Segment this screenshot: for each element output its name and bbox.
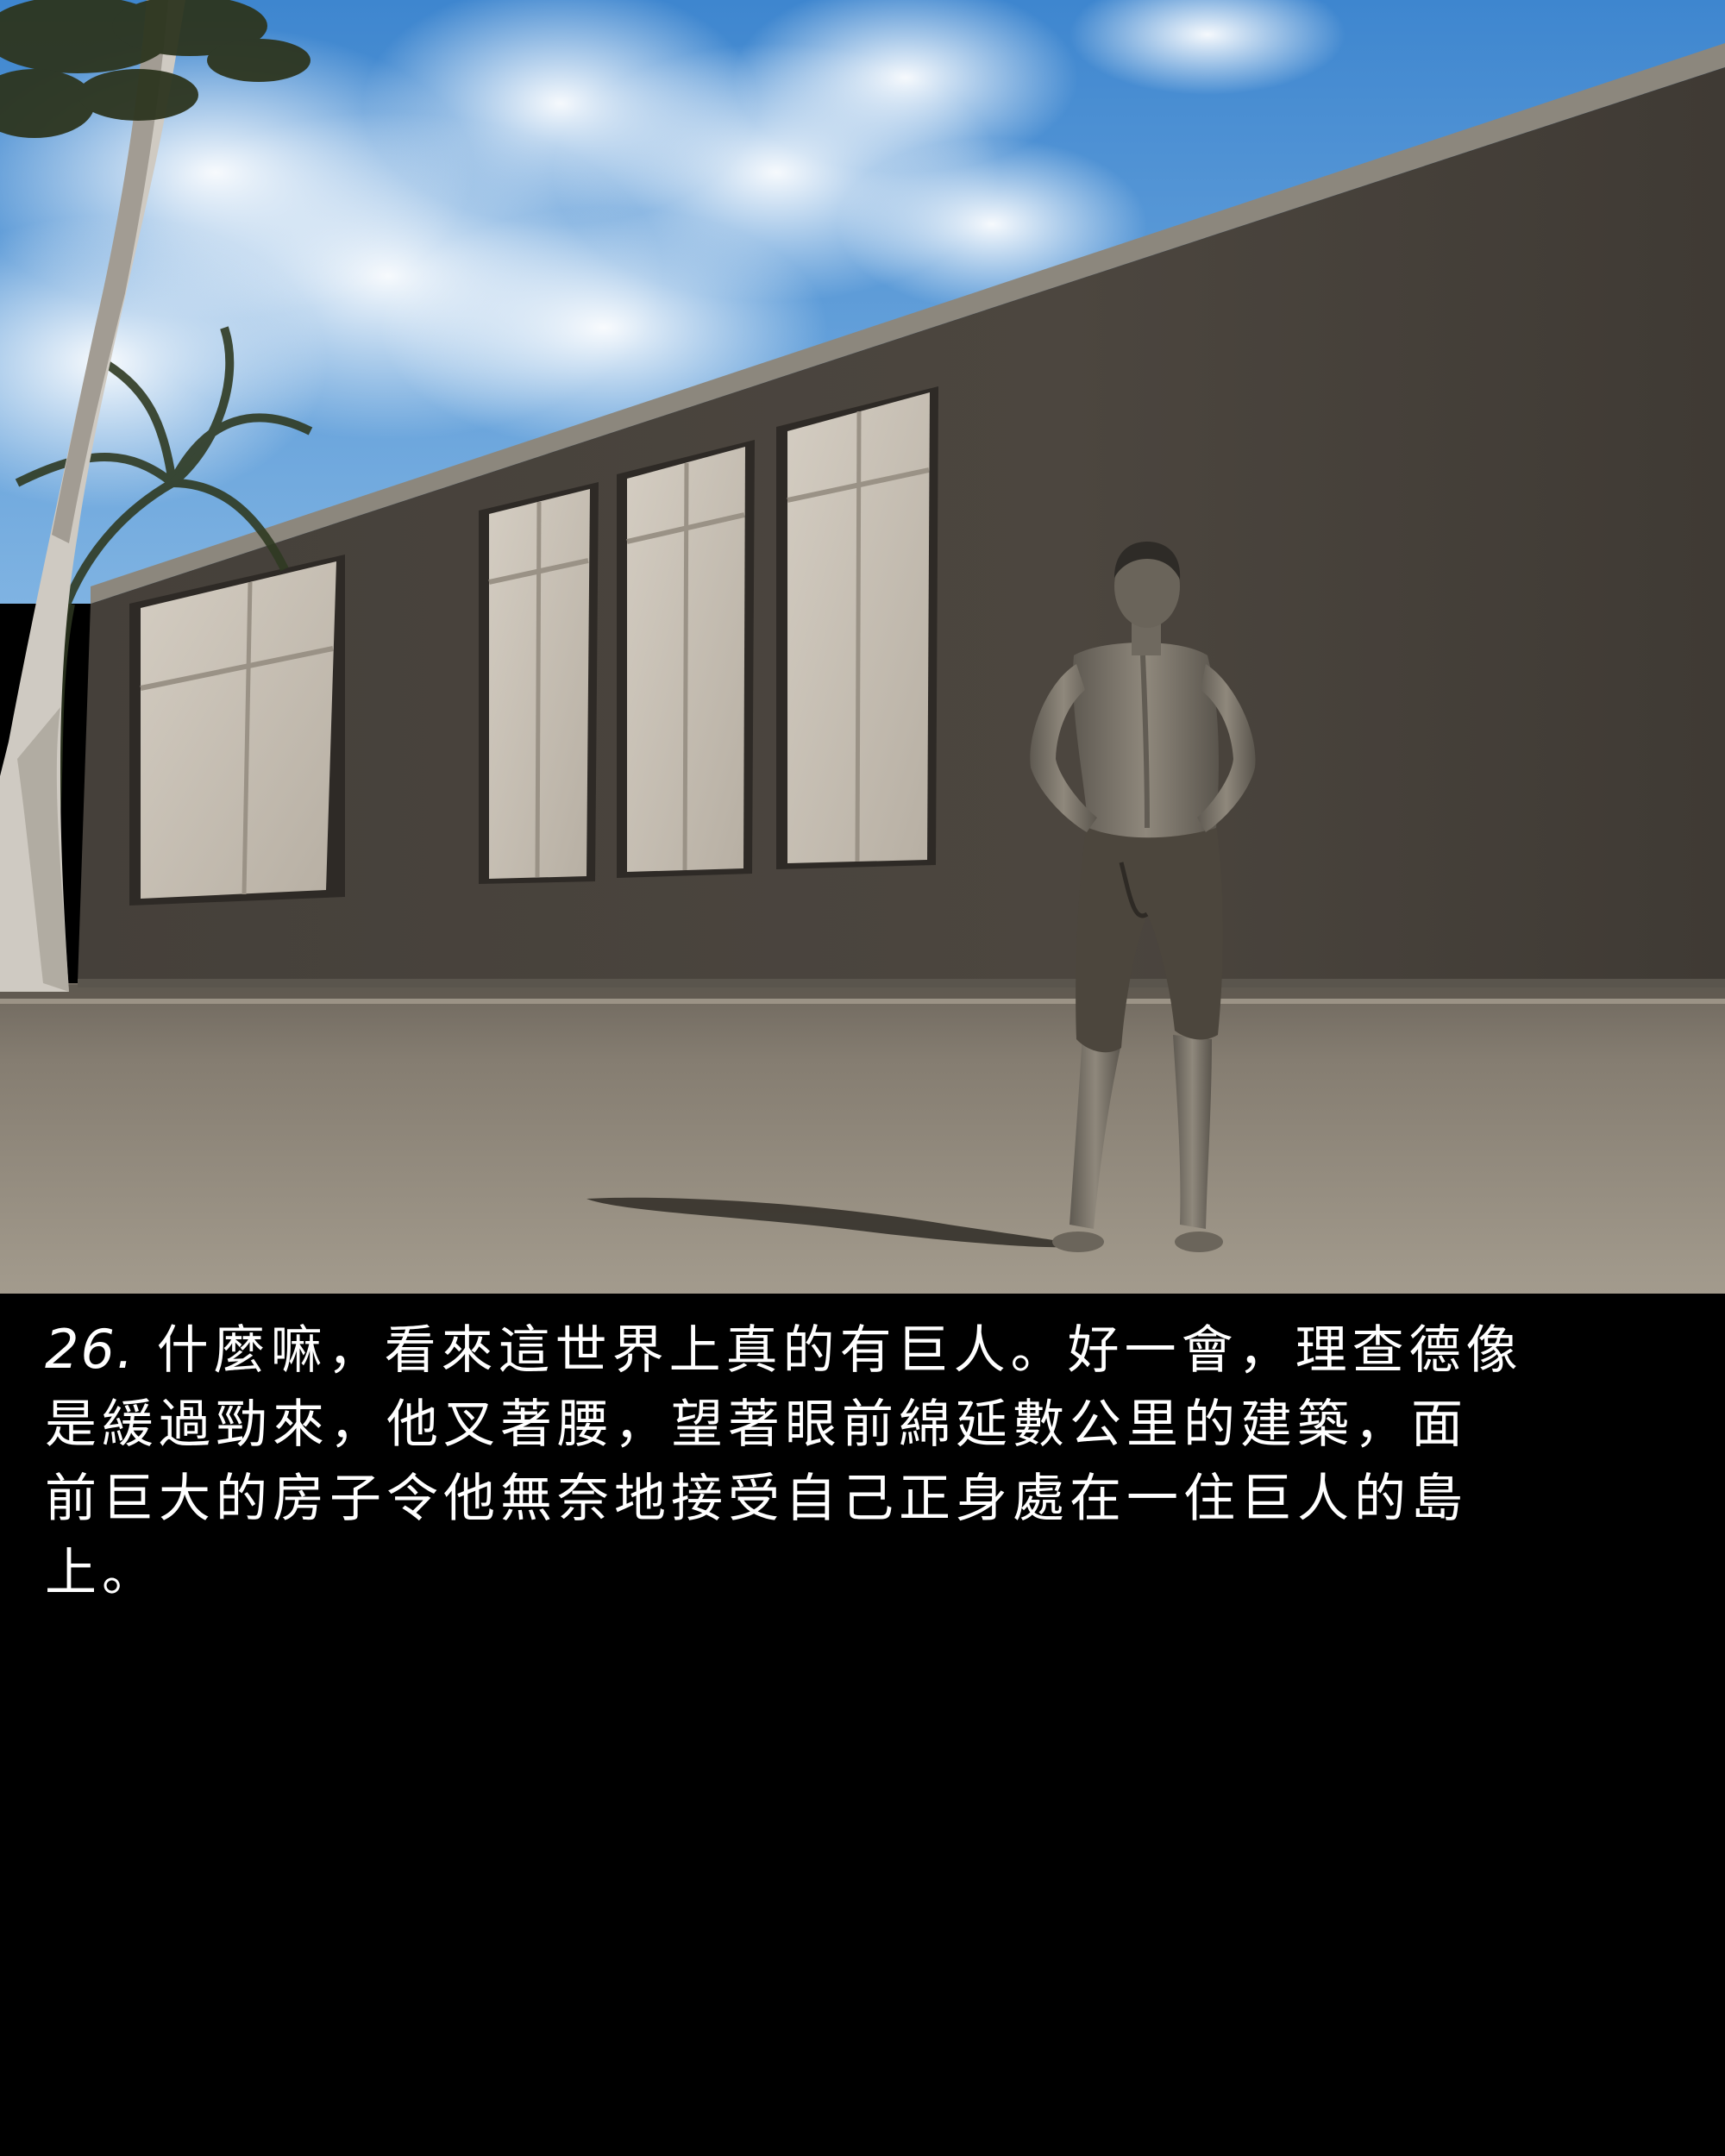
building-windows bbox=[129, 386, 938, 906]
building-roof-edge bbox=[91, 43, 1725, 604]
tree-icon bbox=[0, 0, 310, 992]
window-1 bbox=[129, 555, 345, 906]
caption-text: 26. 什麼嘛，看來這世界上真的有巨人。好一會，理查德像 是緩過勁來，他叉著腰，… bbox=[45, 1313, 1684, 1610]
caption-line-3: 前巨大的房子令他無奈地接受自己正身處在一住巨人的島 bbox=[45, 1469, 1468, 1529]
ground bbox=[0, 983, 1725, 1294]
person-shadow bbox=[586, 1197, 1087, 1248]
caption-panel: 26. 什麼嘛，看來這世界上真的有巨人。好一會，理查德像 是緩過勁來，他叉著腰，… bbox=[0, 1294, 1725, 2156]
scene-illustration bbox=[0, 0, 1725, 1294]
caption-line-4: 上。 bbox=[45, 1543, 159, 1603]
window-4 bbox=[776, 386, 938, 869]
person-icon bbox=[1030, 542, 1256, 1252]
window-3 bbox=[617, 440, 755, 878]
window-2 bbox=[479, 482, 599, 884]
caption-number: 26. bbox=[45, 1318, 135, 1381]
caption-line-1: 什麼嘛，看來這世界上真的有巨人。好一會，理查德像 bbox=[135, 1320, 1523, 1381]
palm-icon bbox=[15, 326, 313, 623]
comic-panel-image bbox=[0, 0, 1725, 1294]
caption-line-2: 是緩過勁來，他叉著腰，望著眼前綿延數公里的建築，面 bbox=[45, 1395, 1468, 1455]
